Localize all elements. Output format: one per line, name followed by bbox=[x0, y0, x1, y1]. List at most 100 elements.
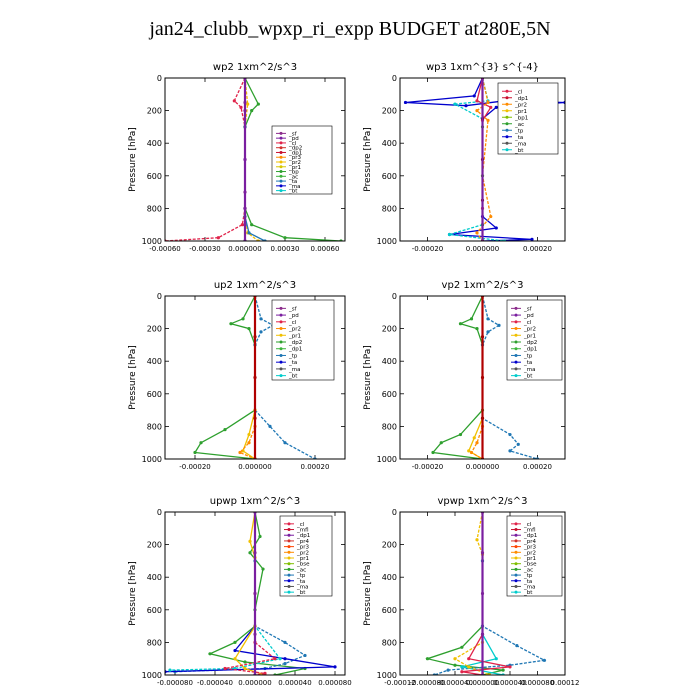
x-tick-label: 0.00030 bbox=[271, 245, 300, 253]
legend-label: _sf bbox=[288, 306, 298, 312]
series-marker bbox=[469, 317, 474, 321]
legend-marker bbox=[279, 179, 283, 183]
y-axis-label: Pressure [hPa] bbox=[128, 127, 138, 192]
legend-label: _pr3 bbox=[288, 155, 302, 161]
series-marker bbox=[439, 441, 443, 445]
legend-marker bbox=[279, 306, 283, 310]
series-marker bbox=[283, 640, 287, 645]
legend-marker bbox=[514, 562, 518, 566]
series-marker bbox=[223, 666, 227, 671]
legend-label: _sf bbox=[523, 306, 533, 312]
legend-label: _bt bbox=[523, 374, 533, 380]
legend-label: _pr2 bbox=[523, 550, 536, 556]
series-marker bbox=[258, 534, 262, 539]
x-tick-label: 0.000000 bbox=[238, 679, 271, 687]
legend-label: _bt bbox=[288, 374, 298, 380]
series-group bbox=[165, 78, 343, 241]
series-marker bbox=[516, 442, 520, 446]
series-marker bbox=[453, 657, 457, 661]
legend-box bbox=[271, 299, 335, 381]
legend-marker bbox=[514, 360, 518, 364]
series-marker bbox=[259, 317, 263, 321]
legend-marker bbox=[287, 573, 291, 577]
y-tick-label: 0 bbox=[157, 508, 162, 517]
panel-title: upwp 1xm^2/s^3 bbox=[210, 496, 300, 507]
legend-label: _pr1 bbox=[288, 333, 301, 339]
figure-title: jan24_clubb_wpxp_ri_expp BUDGET at280E,5… bbox=[149, 18, 551, 40]
legend-marker bbox=[287, 539, 291, 543]
legend-label: _dp1 bbox=[288, 150, 302, 156]
legend-label: _pd bbox=[288, 313, 299, 319]
legend-marker bbox=[505, 102, 509, 106]
legend-label: _bt bbox=[296, 590, 306, 596]
y-tick-label: 800 bbox=[382, 204, 397, 213]
legend-label: _pr2 bbox=[523, 327, 536, 333]
legend-marker bbox=[514, 556, 518, 560]
legend-marker bbox=[279, 141, 283, 145]
series-marker bbox=[486, 317, 490, 321]
chart-panel-2: wp3 1xm^{3} s^{-4} Pressure [hPa] 0 200 400 6… bbox=[363, 62, 566, 253]
legend-label: _ta bbox=[288, 360, 297, 366]
series-group bbox=[193, 296, 317, 459]
series-marker bbox=[508, 432, 512, 437]
legend-marker bbox=[279, 150, 283, 154]
y-tick-label: 1000 bbox=[377, 671, 397, 680]
series-marker bbox=[497, 323, 501, 327]
x-tick-label: -0.00020 bbox=[412, 245, 443, 253]
legend-label: _pr2 bbox=[296, 550, 309, 556]
y-tick-label: 1000 bbox=[377, 237, 397, 246]
series-line-1 bbox=[193, 296, 256, 459]
legend-label: _pd bbox=[288, 136, 299, 142]
legend-marker bbox=[287, 567, 291, 571]
series-marker bbox=[333, 665, 337, 669]
series-marker bbox=[467, 665, 471, 669]
legend-label: _pr4 bbox=[296, 539, 310, 545]
series-marker bbox=[472, 94, 476, 98]
y-tick-label: 800 bbox=[382, 422, 397, 431]
y-tick-label: 200 bbox=[382, 541, 397, 550]
chart-panel-5: upwp 1xm^2/s^3 Pressure [hPa] 0 200 400 600 80… bbox=[128, 496, 352, 687]
legend-marker bbox=[514, 545, 518, 549]
series-line-4 bbox=[453, 512, 490, 675]
series-marker bbox=[542, 658, 546, 662]
legend-label: _mfl bbox=[296, 528, 309, 534]
series-line-4 bbox=[244, 78, 259, 241]
legend-label: _pr1 bbox=[288, 165, 301, 171]
legend-label: _ma bbox=[523, 584, 535, 590]
x-tick-label: 0.00012 bbox=[551, 679, 580, 687]
y-tick-label: 200 bbox=[147, 325, 162, 334]
legend-marker bbox=[279, 146, 283, 150]
series-marker bbox=[240, 223, 244, 227]
legend-label: _ta bbox=[288, 179, 297, 185]
series-marker bbox=[193, 450, 197, 455]
series-marker bbox=[486, 100, 490, 105]
series-marker bbox=[425, 657, 430, 661]
legend-marker bbox=[514, 353, 518, 357]
legend-marker bbox=[287, 584, 291, 588]
series-marker bbox=[208, 652, 212, 656]
series-marker bbox=[247, 327, 251, 331]
series-marker bbox=[530, 237, 534, 241]
legend-label: _pr2 bbox=[288, 160, 301, 166]
legend-label: _ac bbox=[514, 122, 524, 128]
legend-marker bbox=[279, 136, 283, 140]
series-marker bbox=[303, 653, 307, 658]
legend-marker bbox=[514, 590, 518, 594]
legend-marker bbox=[514, 567, 518, 571]
series-marker bbox=[261, 567, 265, 571]
legend-marker bbox=[279, 131, 283, 135]
y-tick-label: 400 bbox=[382, 357, 397, 366]
y-tick-label: 1000 bbox=[142, 237, 162, 246]
legend-marker bbox=[287, 545, 291, 549]
y-tick-label: 0 bbox=[392, 508, 397, 517]
legend-label: _pr1 bbox=[514, 109, 527, 115]
legend-marker bbox=[505, 115, 509, 119]
series-marker bbox=[494, 657, 498, 661]
series-marker bbox=[460, 665, 464, 669]
series-marker bbox=[460, 670, 464, 674]
legend-label: _pr1 bbox=[296, 556, 309, 562]
legend-marker bbox=[514, 306, 518, 310]
panel-title: vpwp 1xm^2/s^3 bbox=[437, 496, 527, 507]
y-tick-label: 800 bbox=[382, 638, 397, 647]
y-tick-label: 400 bbox=[147, 139, 162, 148]
